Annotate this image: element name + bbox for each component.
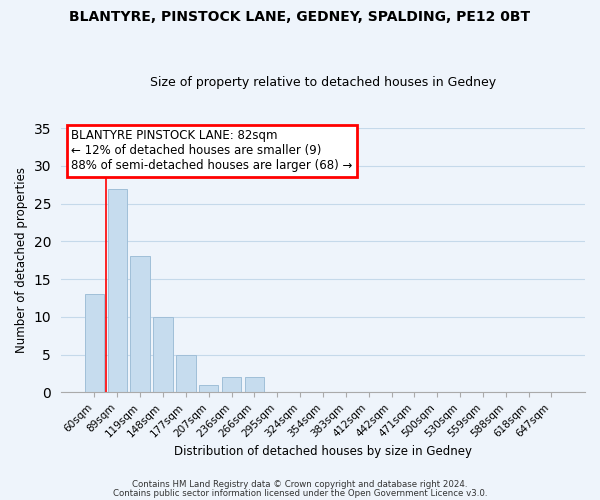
Y-axis label: Number of detached properties: Number of detached properties [15, 168, 28, 354]
X-axis label: Distribution of detached houses by size in Gedney: Distribution of detached houses by size … [174, 444, 472, 458]
Text: BLANTYRE, PINSTOCK LANE, GEDNEY, SPALDING, PE12 0BT: BLANTYRE, PINSTOCK LANE, GEDNEY, SPALDIN… [70, 10, 530, 24]
Bar [176, 354, 196, 393]
Text: Contains HM Land Registry data © Crown copyright and database right 2024.: Contains HM Land Registry data © Crown c… [132, 480, 468, 489]
Text: BLANTYRE PINSTOCK LANE: 82sqm
← 12% of detached houses are smaller (9)
88% of se: BLANTYRE PINSTOCK LANE: 82sqm ← 12% of d… [71, 130, 353, 172]
Text: Contains public sector information licensed under the Open Government Licence v3: Contains public sector information licen… [113, 488, 487, 498]
Bar [199, 385, 218, 392]
Bar [245, 378, 264, 392]
Bar [85, 294, 104, 392]
Bar [107, 188, 127, 392]
Title: Size of property relative to detached houses in Gedney: Size of property relative to detached ho… [150, 76, 496, 90]
Bar [153, 317, 173, 392]
Bar [222, 378, 241, 392]
Bar [130, 256, 150, 392]
